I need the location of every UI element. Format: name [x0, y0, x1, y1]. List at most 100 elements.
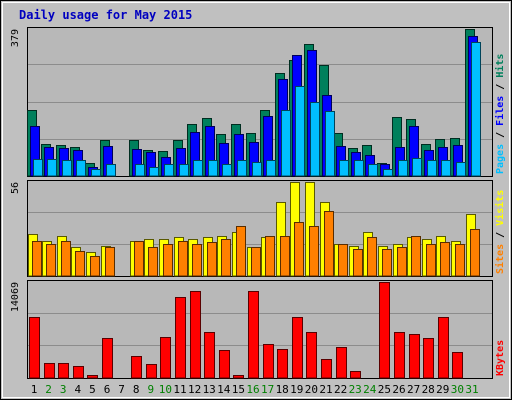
legend-visits: Visits	[494, 190, 506, 226]
bar-pages-day-2	[47, 159, 57, 177]
x-tick-label: 6	[104, 383, 111, 396]
bar-sites-day-5	[90, 256, 100, 277]
chart-panels: 379 Pages / Files / Hits 56 Sites / Visits 1…	[10, 27, 506, 379]
bar-sites-day-4	[75, 251, 85, 277]
x-tick-label: 7	[118, 383, 125, 396]
bar-sites-day-28	[426, 244, 436, 277]
bar-sites-day-3	[61, 241, 71, 277]
bar-pages-day-23	[354, 160, 364, 177]
bar-sites-day-23	[353, 249, 363, 277]
bar-kbytes-day-8	[131, 356, 142, 379]
bar-pages-day-13	[208, 160, 218, 177]
bar-sites-day-24	[367, 237, 377, 277]
x-tick-label: 5	[89, 383, 96, 396]
bar-sites-day-26	[397, 247, 407, 277]
x-tick-label: 12	[188, 383, 201, 396]
bar-kbytes-day-18	[277, 349, 288, 379]
bar-sites-day-8	[134, 241, 144, 277]
x-tick-label: 17	[261, 383, 274, 396]
bar-sites-day-29	[440, 242, 450, 277]
bar-sites-day-20	[309, 226, 319, 277]
bar-pages-day-26	[398, 160, 408, 177]
x-axis-day-labels: 1 2 3 4 5 6 7 8 9 10 11 12 13 14 15 16 17 18 19 20 21 22 23 24 2…	[31, 383, 479, 396]
bar-sites-day-27	[411, 236, 421, 277]
bar-kbytes-day-12	[190, 291, 201, 379]
bar-kbytes-day-19	[292, 317, 303, 379]
bar-sites-day-22	[338, 244, 348, 277]
bar-pages-day-15	[237, 160, 247, 177]
legend-separator: /	[495, 226, 506, 244]
bar-kbytes-day-27	[409, 334, 420, 379]
bar-sites-day-17	[265, 236, 275, 277]
bar-sites-day-19	[294, 222, 304, 277]
bar-pages-day-19	[295, 86, 305, 177]
x-tick-label: 18	[276, 383, 289, 396]
bar-sites-day-30	[455, 244, 465, 277]
bar-sites-day-6	[105, 247, 115, 277]
x-tick-label: 3	[60, 383, 67, 396]
series-sites	[32, 211, 480, 277]
y-max-label: 56	[10, 182, 21, 194]
x-tick-label: 14	[217, 383, 231, 396]
bar-kbytes-day-29	[438, 317, 449, 379]
bar-kbytes-day-22	[336, 347, 347, 379]
bar-sites-day-14	[221, 239, 231, 277]
bar-pages-day-28	[427, 160, 437, 177]
bar-kbytes-day-20	[306, 332, 317, 379]
series-kbytes	[29, 282, 463, 379]
bar-kbytes-day-30	[452, 352, 463, 379]
bar-kbytes-day-17	[263, 344, 274, 379]
bar-sites-day-18	[280, 236, 290, 277]
bar-kbytes-day-16	[248, 291, 259, 379]
bar-kbytes-day-9	[146, 364, 157, 379]
bar-pages-day-10	[164, 164, 174, 177]
bar-sites-day-1	[32, 241, 42, 277]
bar-pages-day-20	[310, 102, 320, 177]
bar-kbytes-day-23	[350, 371, 361, 379]
bar-pages-day-22	[339, 160, 349, 177]
x-tick-label: 27	[407, 383, 420, 396]
panel-background	[27, 280, 493, 379]
legend-files: Files	[494, 96, 506, 126]
series-pages	[33, 42, 481, 177]
bar-pages-day-8	[135, 164, 145, 177]
bar-pages-day-12	[193, 160, 203, 177]
bar-sites-day-13	[207, 242, 217, 277]
x-tick-label: 20	[305, 383, 318, 396]
x-tick-label: 10	[159, 383, 172, 396]
bar-kbytes-day-14	[219, 350, 230, 379]
bar-kbytes-day-11	[175, 297, 186, 379]
bar-pages-day-9	[149, 167, 159, 177]
x-tick-label: 15	[232, 383, 245, 396]
x-tick-label: 16	[246, 383, 259, 396]
panel-2: 56 Sites / Visits	[10, 180, 506, 277]
legend-separator: /	[495, 78, 506, 96]
bar-pages-day-5	[91, 169, 101, 177]
bar-sites-day-9	[148, 247, 158, 277]
bar-sites-day-10	[163, 244, 173, 277]
legend-separator: /	[495, 126, 506, 144]
chart-title: Daily usage for May 2015	[19, 8, 192, 22]
bar-kbytes-day-28	[423, 338, 434, 379]
x-tick-label: 22	[334, 383, 347, 396]
bar-sites-day-11	[178, 241, 188, 277]
x-tick-label: 21	[319, 383, 332, 396]
x-tick-label: 11	[173, 383, 186, 396]
bar-kbytes-day-5	[87, 375, 98, 379]
x-tick-label: 13	[203, 383, 216, 396]
bar-pages-day-21	[325, 111, 335, 177]
bar-sites-day-25	[382, 249, 392, 277]
bar-sites-day-31	[470, 229, 480, 277]
x-tick-label: 8	[133, 383, 140, 396]
bar-kbytes-day-13	[204, 332, 215, 379]
x-tick-label: 30	[451, 383, 464, 396]
legend-pages: Pages	[495, 144, 506, 174]
bar-pages-day-11	[179, 164, 189, 177]
bar-kbytes-day-21	[321, 359, 332, 379]
bar-kbytes-day-4	[73, 366, 84, 379]
legend-sites: Sites	[494, 244, 506, 274]
legend-hits: Hits	[494, 54, 506, 78]
bar-kbytes-day-15	[233, 375, 244, 379]
y-max-label: 14069	[10, 282, 21, 312]
